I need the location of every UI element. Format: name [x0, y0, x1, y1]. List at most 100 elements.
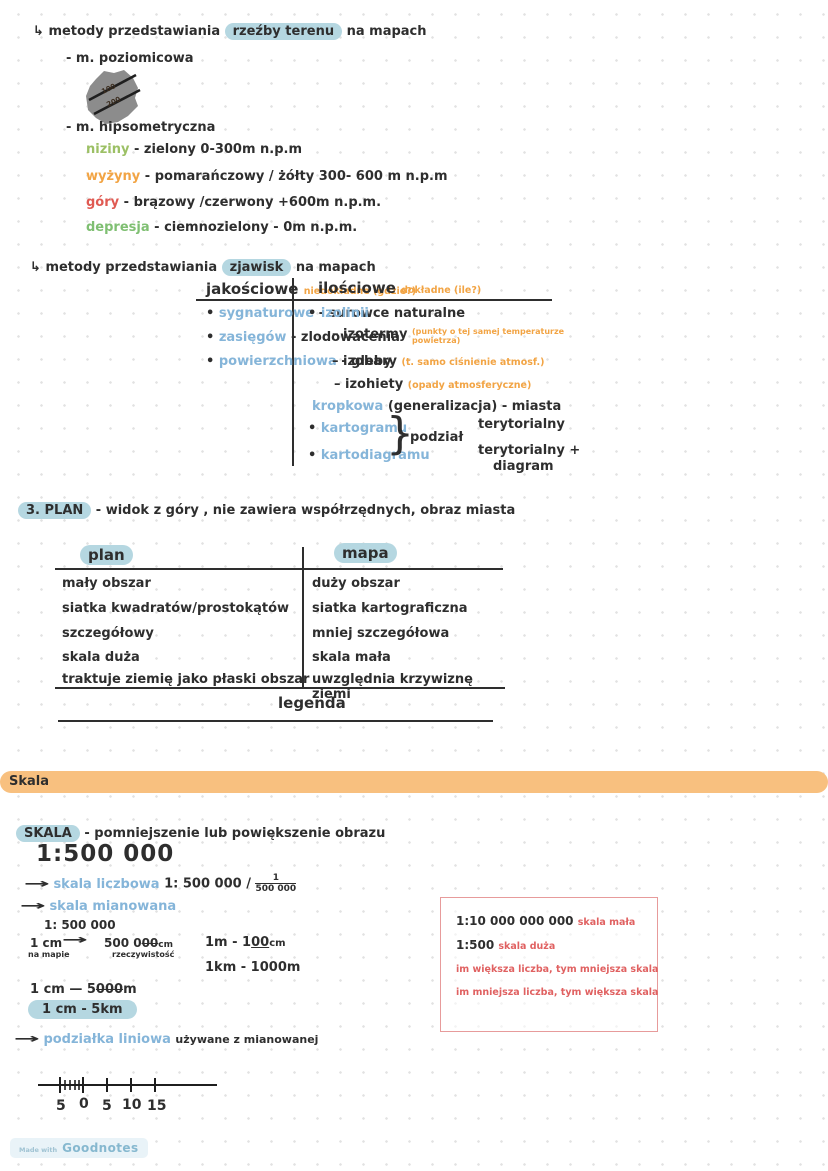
quant-header-label: ilościowe	[318, 279, 396, 297]
arrow-icon: →	[14, 1032, 41, 1047]
skala-desc: - pomniejszenie lub powiększenie obrazu	[84, 826, 386, 841]
scale-label: 0	[79, 1096, 89, 1112]
quant-item-izolinii: • izolinii	[308, 306, 369, 321]
legend-term: wyżyny	[86, 169, 141, 184]
legend-niziny: niziny - zielony 0-300m n.p.m	[86, 142, 302, 157]
made-with-label: Made with	[19, 1146, 58, 1154]
legenda-rule	[58, 720, 493, 722]
scale-label: 15	[147, 1098, 166, 1114]
branch-arrow-icon: ↳	[33, 24, 44, 39]
phenomena-title-post: na mapach	[295, 260, 376, 275]
plan-col1-label: plan	[80, 545, 133, 565]
branch-arrow-icon: ↳	[30, 260, 41, 275]
result-highlight-wrap: 1 cm - 5km	[28, 1000, 137, 1019]
conv-right-pre: 500 0	[104, 936, 142, 950]
iso-note: (t. samo ciśnienie atmosf.)	[401, 357, 545, 368]
contour-sketch: 100 200	[86, 70, 141, 124]
podzialka-line: → podziałka liniowa używane z mianowanej	[14, 1032, 318, 1047]
iso-name: izohiety	[345, 377, 404, 392]
conversion-left: 1 cm	[30, 936, 62, 950]
qual-header-note: niedokładne (gdzie?)	[303, 286, 417, 297]
plan-cell-left: traktuje ziemię jako płaski obszar	[62, 672, 310, 687]
item-desc: - zlodowacenia	[290, 330, 400, 345]
redbox-line2: 1:500 skala duża	[456, 938, 555, 952]
plan-row: skala duża skala mała	[62, 650, 507, 665]
linear-scale-bar: 5 0 5 10 15	[38, 1077, 217, 1114]
mianowana-value: 1: 500 000	[44, 918, 116, 932]
brace-icon: }	[386, 408, 414, 459]
scale-label: 5	[102, 1098, 112, 1114]
plan-cell-left: siatka kwadratów/prostokątów	[62, 601, 290, 616]
conversion-right: 500 000cm	[104, 936, 173, 950]
skala-liczbowa-line: → skala liczbowa 1: 500 000 / 1 500 000	[24, 874, 297, 894]
liczbowa-value: 1: 500 000	[164, 876, 242, 892]
slash: /	[246, 876, 251, 892]
quant-item-kartogramu: • kartogramu	[308, 421, 407, 436]
relief-title: ↳ metody przedstawiania rzeźby terenu na…	[33, 23, 427, 40]
legend-desc: - pomarańczowy / żółty 300- 600 m n.p.m	[144, 169, 448, 184]
mianowana-label: skala mianowana	[49, 899, 177, 914]
result-terytorialny: terytorialny	[478, 417, 565, 432]
eq-1km: 1km - 1000m	[205, 960, 301, 975]
item-term: kropkowa	[312, 399, 384, 414]
bullet-icon: •	[206, 306, 215, 321]
iso-name: izobary	[343, 354, 397, 369]
scale-label: 10	[122, 1097, 142, 1113]
eq1-post: cm	[269, 938, 286, 949]
dash-icon: –	[334, 377, 341, 392]
arrow-icon: →	[24, 876, 51, 892]
dash-icon: –	[332, 327, 339, 342]
plan-cell-right: siatka kartograficzna	[312, 601, 468, 616]
plan-desc: - widok z góry , nie zawiera współrzędny…	[95, 503, 516, 518]
plan-heading-line: 3. PLAN - widok z góry , nie zawiera wsp…	[18, 502, 516, 519]
plan-cell-right: uwzględnia krzywiznę ziemi	[312, 672, 473, 702]
item-term: sygnaturowe	[218, 306, 315, 321]
qual-header: jakościowe niedokładne (gdzie?)	[206, 280, 416, 298]
item-term: izolinii	[320, 306, 369, 321]
item-term: kartogramu	[320, 421, 408, 436]
legend-term: niziny	[86, 142, 130, 157]
conv-left-value: 1 cm	[30, 936, 63, 950]
plan-heading: 3. PLAN	[18, 502, 92, 519]
skala-big-value: 1:500 000	[36, 841, 175, 867]
legend-desc: - zielony 0-300m n.p.m	[134, 142, 303, 157]
redbox-line2-value: 1:500	[456, 938, 495, 952]
legend-depresja: depresja - ciemnozielony - 0m n.p.m.	[86, 220, 357, 235]
redbox-line1-value: 1:10 000 000 000	[456, 914, 574, 928]
arrow-icon: →	[20, 899, 47, 914]
plan-row: siatka kwadratów/prostokątów siatka kart…	[62, 601, 507, 616]
iso-name: izotermy	[343, 327, 408, 342]
red-note-box: 1:10 000 000 000 skala mała 1:500 skala …	[440, 897, 658, 1032]
plan-col1-header: plan	[80, 545, 133, 565]
result-post: m	[123, 982, 137, 997]
conv-right-unit: cm	[158, 940, 173, 950]
phenomena-header-rule	[196, 299, 552, 301]
conversion-left-sub: na mapie	[28, 950, 70, 959]
plan-divider	[302, 547, 304, 688]
redbox-note2: im mniejsza liczba, tym większa skala	[456, 987, 659, 998]
item-term: powierzchniowa	[218, 354, 337, 369]
plan-cell-left: skala duża	[62, 650, 140, 665]
iso-item-izotermy: – izotermy (punkty o tej samej temperatu…	[332, 327, 572, 345]
iso-item-izobary: – izobary (t. samo ciśnienie atmosf.)	[332, 354, 544, 369]
method-poziomicowa: - m. poziomicowa	[66, 51, 194, 66]
liczbowa-label: skala liczbowa	[53, 876, 160, 892]
goodnotes-badge[interactable]: Made with Goodnotes	[10, 1138, 148, 1158]
item-desc: - surowce naturalne	[318, 306, 466, 321]
legend-wyzyny: wyżyny - pomarańczowy / żółty 300- 600 m…	[86, 169, 448, 184]
plan-cell-right: skala mała	[312, 650, 391, 665]
result-terytorialny-diagram: terytorialny +	[478, 443, 581, 458]
result-pre: 1 cm — 5	[30, 982, 96, 997]
quant-header: ilościowe dokładne (ile?)	[318, 279, 481, 297]
iso-note: (opady atmosferyczne)	[407, 380, 532, 391]
eq1-underlined: 00	[251, 935, 270, 950]
redbox-line2-note: skala duża	[498, 941, 556, 952]
brace-label: podział	[410, 430, 464, 445]
dash-icon: –	[332, 354, 339, 369]
quant-item-kartodiagramu: • kartodiagramu	[308, 448, 430, 463]
conv-right-struck: 00	[141, 936, 159, 950]
item-term: zasięgów	[218, 330, 287, 345]
podzialka-label: podziałka liniowa	[43, 1032, 171, 1047]
plan-header-rule	[55, 568, 503, 570]
